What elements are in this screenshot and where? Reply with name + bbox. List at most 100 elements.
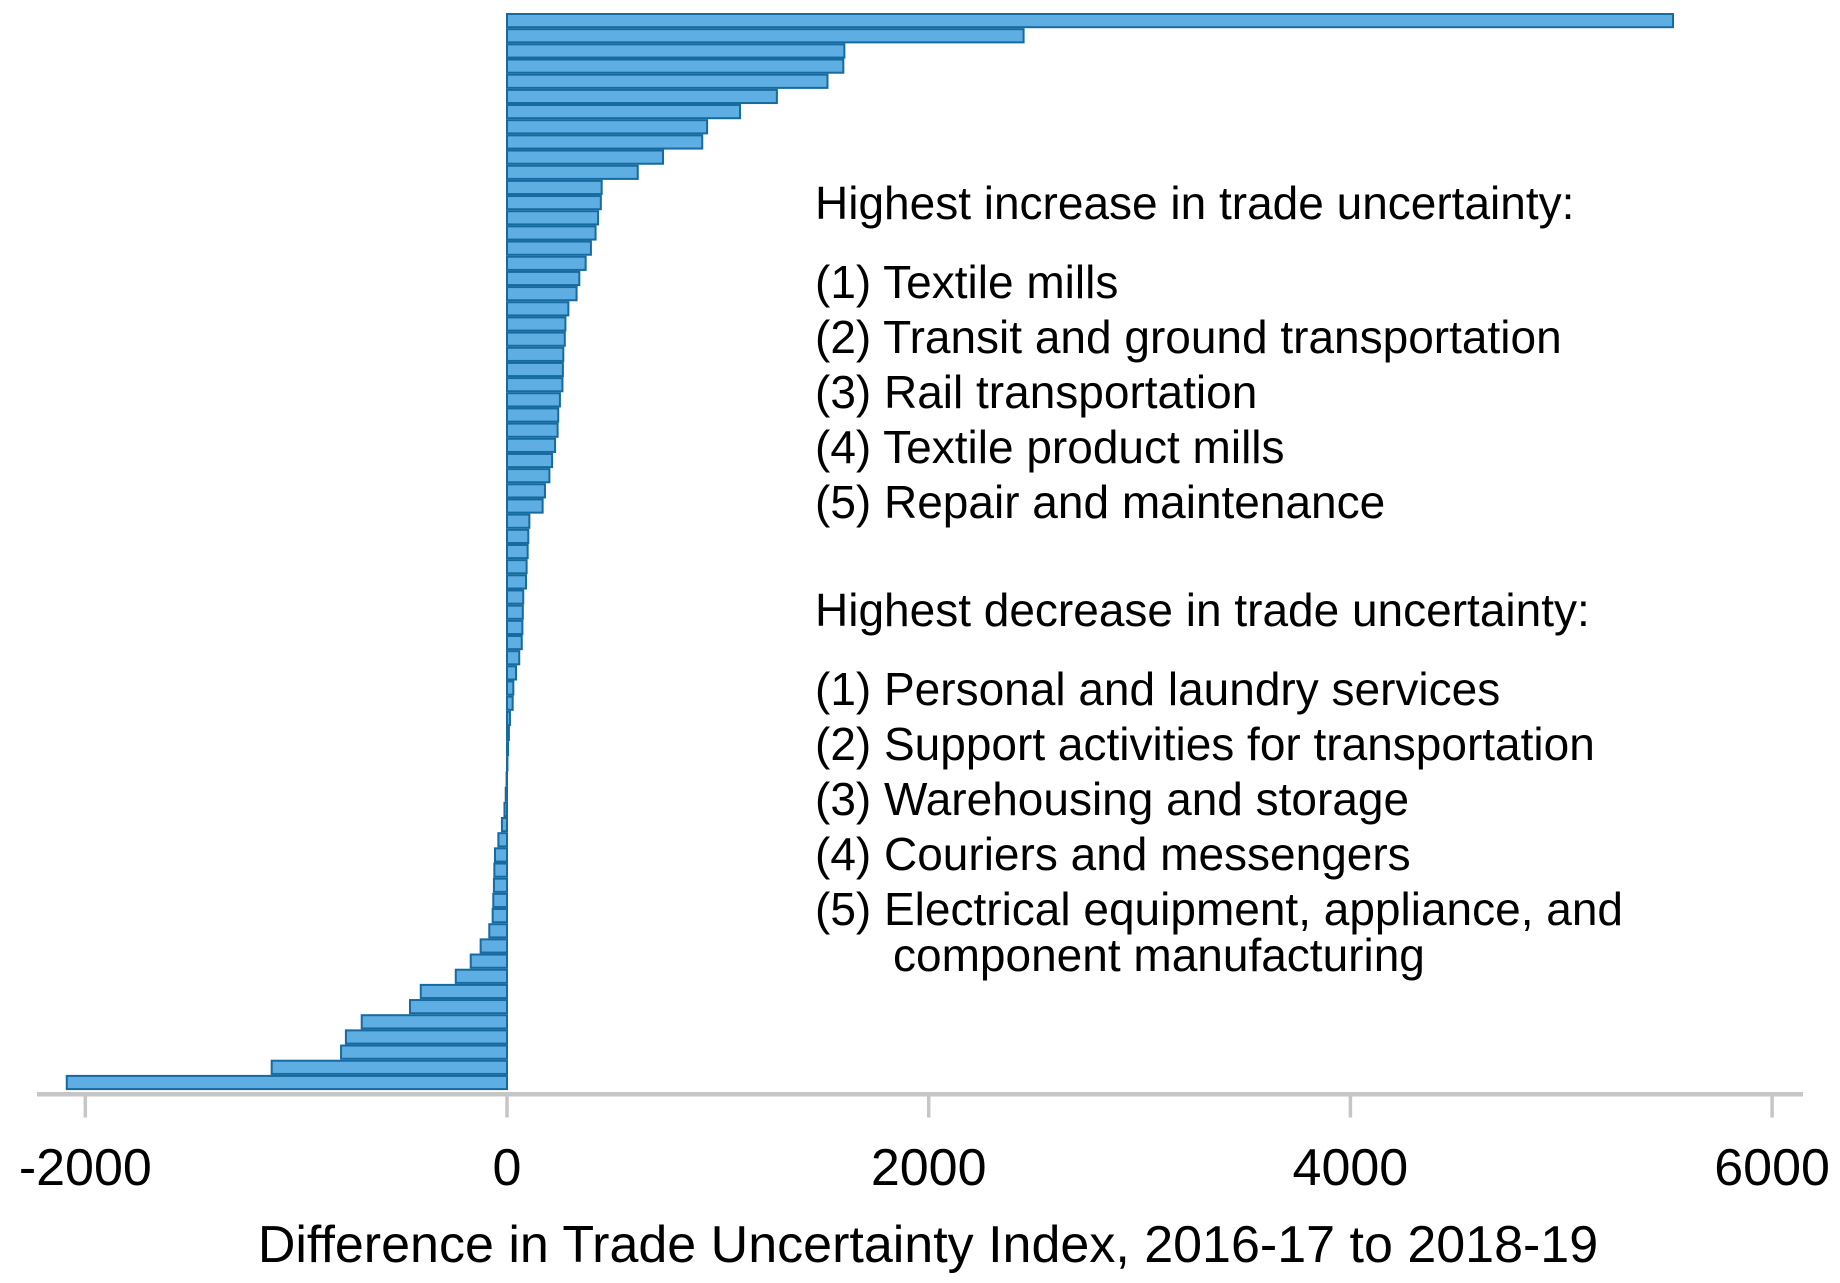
x-tick: [926, 1096, 931, 1118]
item-label: Electrical equipment, appliance, and com…: [884, 883, 1624, 981]
bar: [506, 210, 600, 226]
annotation-item: (4) Textile product mills: [815, 424, 1765, 470]
bar: [503, 801, 509, 818]
bar: [506, 589, 525, 605]
bar: [506, 361, 564, 378]
annotation-increase-block: Highest increase in trade uncertainty: (…: [815, 180, 1765, 525]
bar: [340, 1044, 508, 1060]
bar: [506, 179, 603, 196]
bar: [506, 543, 529, 560]
bar: [506, 619, 524, 635]
x-tick-label: 6000: [1714, 1139, 1830, 1197]
bar: [479, 938, 509, 954]
item-label: Couriers and messengers: [884, 828, 1411, 880]
bar: [506, 316, 567, 332]
bar: [488, 923, 509, 939]
x-axis: [37, 1092, 1803, 1118]
annotation-item: (4) Couriers and messengers: [815, 831, 1765, 877]
bar: [492, 877, 508, 893]
bar: [506, 468, 551, 484]
annotation-item: (5) Repair and maintenance: [815, 479, 1765, 525]
item-marker: (1): [815, 256, 884, 308]
bar: [506, 392, 561, 408]
x-tick-label: 4000: [1292, 1139, 1409, 1197]
bar: [506, 741, 510, 757]
bar: [506, 43, 846, 59]
x-tick: [505, 1096, 509, 1118]
item-marker: (2): [815, 311, 884, 363]
bar: [506, 665, 518, 681]
bar: [65, 1074, 508, 1091]
annotation-increase-heading: Highest increase in trade uncertainty:: [815, 177, 1575, 229]
bar: [506, 301, 570, 317]
x-tick: [83, 1096, 88, 1118]
bar: [506, 437, 557, 453]
annotation-item: (3) Rail transportation: [815, 369, 1765, 415]
item-label: Repair and maintenance: [884, 476, 1386, 528]
bar: [500, 817, 509, 833]
bar: [506, 164, 639, 180]
bar: [493, 847, 509, 863]
bar: [497, 832, 508, 848]
x-tick-label: -2000: [18, 1139, 152, 1197]
bar: [454, 968, 509, 984]
item-marker: (5): [815, 883, 884, 935]
bar: [506, 28, 1025, 44]
bar: [506, 695, 514, 711]
bar: [506, 710, 511, 727]
annotation-item: (2) Transit and ground transportation: [815, 314, 1765, 360]
item-label: Warehousing and storage: [884, 773, 1410, 825]
x-tick: [1348, 1096, 1353, 1118]
bar: [506, 13, 1674, 29]
bar: [469, 953, 509, 969]
bar: [419, 983, 509, 1000]
bar: [506, 134, 704, 150]
bar: [506, 88, 778, 105]
x-axis-title: Difference in Trade Uncertainty Index, 2…: [257, 1216, 1599, 1274]
bar: [506, 483, 546, 499]
annotation-item: (3) Warehousing and storage: [815, 776, 1765, 822]
bar: [506, 377, 564, 393]
annotation-item: (1) Personal and laundry services: [815, 666, 1765, 712]
bar: [344, 1029, 508, 1045]
item-label: Personal and laundry services: [884, 663, 1501, 715]
bar: [506, 528, 530, 544]
bar: [506, 73, 829, 89]
x-tick: [1770, 1096, 1774, 1118]
item-marker: (5): [815, 476, 884, 528]
bar: [506, 422, 559, 438]
bar: [506, 452, 554, 469]
bars-group: [65, 13, 1674, 1091]
bar: [493, 862, 509, 878]
bar: [506, 270, 581, 287]
item-label: Transit and ground transportation: [883, 311, 1562, 363]
item-marker: (1): [815, 663, 884, 715]
bar: [506, 650, 521, 666]
bar: [491, 908, 509, 924]
annotation-decrease-heading: Highest decrease in trade uncertainty:: [815, 584, 1590, 636]
bar: [506, 195, 602, 211]
bar: [506, 104, 741, 120]
annotation-item: (1) Textile mills: [815, 259, 1765, 305]
x-axis-line: [37, 1092, 1803, 1097]
bar: [506, 149, 665, 165]
bar: [270, 1059, 508, 1075]
x-tick-label: 2000: [870, 1139, 987, 1197]
item-label: Support activities for transportation: [884, 718, 1595, 770]
item-marker: (3): [815, 773, 884, 825]
annotation-decrease-items: (1) Personal and laundry services (2) Sup…: [815, 666, 1765, 978]
bar: [492, 892, 509, 909]
annotation-increase-items: (1) Textile mills (2) Transit and ground …: [815, 259, 1765, 525]
bar: [506, 634, 523, 651]
item-label: Rail transportation: [884, 366, 1258, 418]
bar: [506, 604, 524, 620]
item-marker: (4): [815, 828, 884, 880]
bar: [409, 999, 509, 1015]
bar: [506, 286, 578, 302]
annotation-item: (2) Support activities for transportatio…: [815, 721, 1765, 767]
bar: [506, 225, 597, 241]
item-marker: (2): [815, 718, 884, 770]
bar: [506, 255, 587, 271]
